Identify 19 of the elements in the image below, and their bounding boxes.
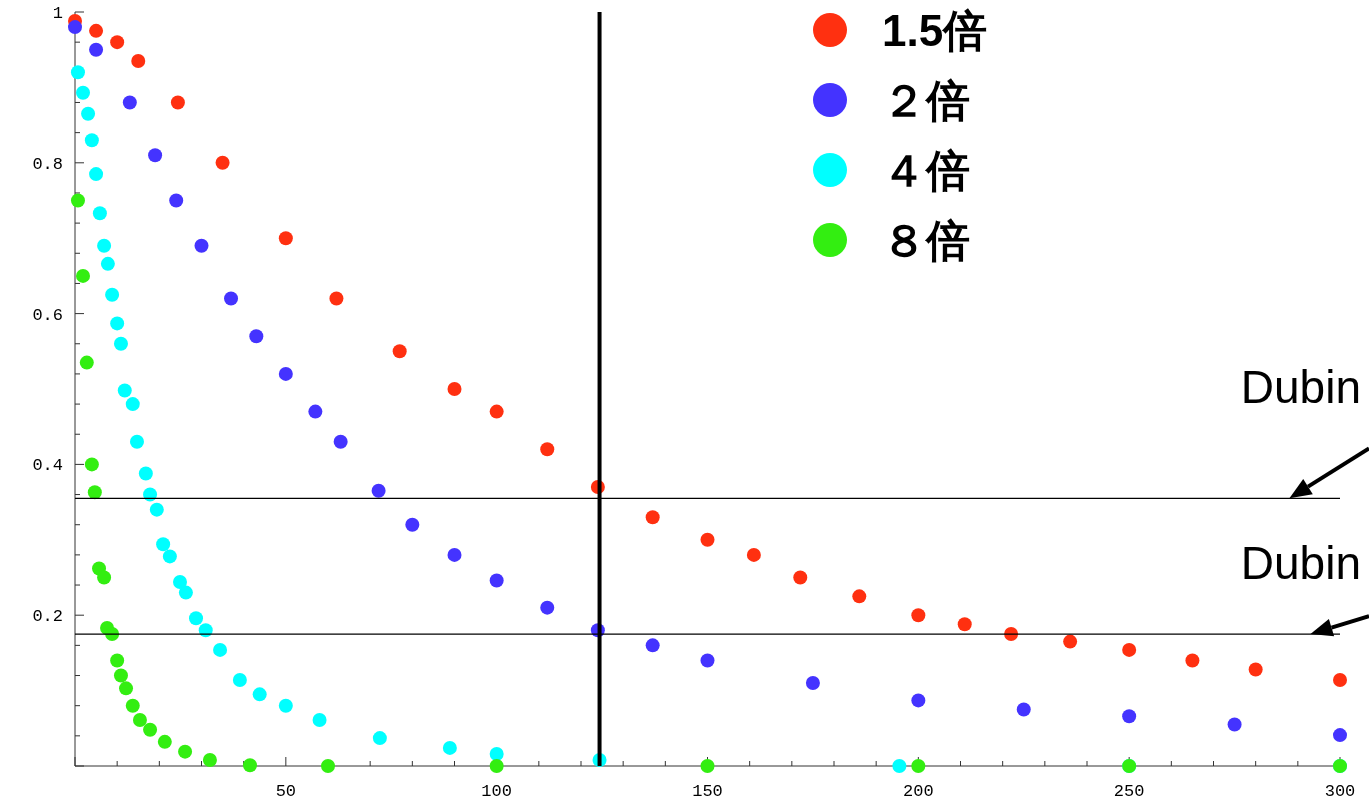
annotation: Dubin bbox=[1240, 361, 1361, 414]
annotation: Dubin bbox=[1240, 537, 1361, 590]
x-tick-label: 150 bbox=[692, 782, 723, 801]
legend-label: ８倍 bbox=[882, 216, 970, 265]
annotation: Dubin bbox=[1240, 361, 1369, 499]
x-tick-label: 200 bbox=[903, 782, 934, 801]
x-tick-label: 100 bbox=[481, 782, 512, 801]
legend-label: ２倍 bbox=[882, 76, 970, 125]
legend-label: ４倍 bbox=[882, 146, 970, 195]
y-tick-label: 1 bbox=[52, 4, 63, 23]
annotation: Dubin bbox=[1240, 537, 1369, 637]
legend-label: 1.5倍 bbox=[882, 6, 988, 55]
x-tick-label: 250 bbox=[1113, 782, 1145, 801]
y-tick-label: 0.6 bbox=[32, 305, 63, 325]
y-tick-label: 0.2 bbox=[32, 607, 63, 627]
x-tick-label: 300 bbox=[1324, 782, 1356, 801]
y-tick-label: 0.4 bbox=[32, 456, 63, 476]
x-tick-label: 50 bbox=[275, 782, 297, 801]
y-tick-label: 0.8 bbox=[32, 154, 63, 174]
